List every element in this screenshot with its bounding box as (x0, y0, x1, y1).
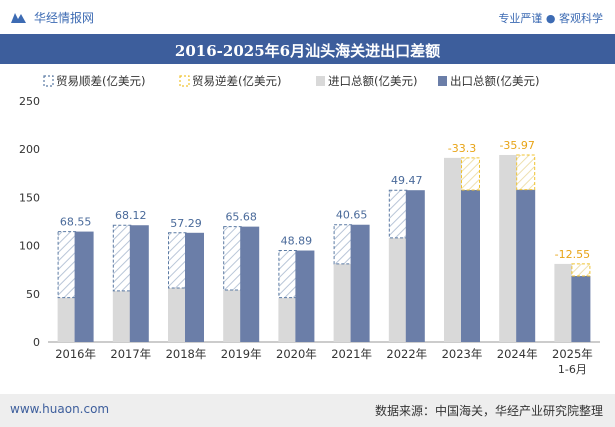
chart-title: 2016-2025年6月汕头海关进出口差额 (174, 42, 441, 60)
export-bar (129, 225, 149, 342)
x-tick-sublabel: 1-6月 (558, 363, 587, 376)
x-tick-label: 2018年 (166, 347, 207, 361)
import-bar (278, 297, 298, 342)
import-bar (388, 237, 408, 342)
chart: 贸易顺差(亿美元) 贸易逆差(亿美元) 进口总额(亿美元) 出口总额(亿美元) 0 50… (19, 74, 600, 376)
y-tick-label: 0 (33, 336, 40, 349)
footer-website: www.huaon.com (10, 402, 110, 416)
export-bar (185, 232, 204, 342)
import-bar (112, 290, 132, 342)
tagline: 专业严谨 ● 客观科学 (498, 12, 603, 25)
surplus-bar (168, 232, 187, 289)
balance-label: 68.55 (60, 216, 92, 229)
balance-label: 65.68 (225, 211, 257, 224)
import-bar (57, 297, 77, 342)
balance-label: 68.12 (115, 209, 147, 222)
import-bar (554, 263, 574, 342)
balance-label: -12.55 (555, 248, 590, 261)
export-bar (295, 250, 315, 342)
x-axis: 2016年 2017年 2018年 2019年 2020年 2021年 2022年 2023年… (55, 347, 593, 376)
export-bar (350, 224, 370, 342)
balance-label: 49.47 (391, 174, 423, 187)
export-bar (74, 231, 94, 342)
legend-label: 进口总额(亿美元) (328, 74, 417, 88)
legend-swatch (43, 75, 54, 87)
surplus-bar (112, 224, 132, 292)
legend-swatch (179, 75, 190, 87)
surplus-bar (278, 250, 298, 299)
y-tick-label: 100 (19, 240, 40, 253)
import-bar (333, 263, 353, 342)
bars (57, 154, 591, 342)
export-bar (571, 276, 591, 342)
footer-source: 数据来源：中国海关，华经产业研究院整理 (374, 404, 603, 418)
data-labels: 68.55 68.12 57.29 65.68 48.89 40.65 49.47 -33.3… (60, 139, 590, 261)
y-tick-label: 200 (19, 143, 40, 156)
y-tick-label: 50 (26, 288, 40, 301)
balance-label: 57.29 (170, 217, 202, 230)
brand: 华经情报网 (10, 9, 94, 26)
import-bar (444, 157, 463, 342)
export-bar (461, 189, 480, 342)
brand-name: 华经情报网 (34, 11, 95, 25)
title-bar: 2016-2025年6月汕头海关进出口差额 (0, 34, 615, 64)
x-tick-label: 2019年 (221, 347, 262, 361)
surplus-bar (388, 189, 408, 239)
top-bar: 华经情报网 专业严谨 ● 客观科学 (0, 0, 615, 34)
x-tick-label: 2016年 (55, 347, 96, 361)
x-tick-label: 2017年 (110, 347, 151, 361)
export-bar (516, 189, 536, 342)
export-bar (240, 226, 260, 342)
footer: www.huaon.com 数据来源：中国海关，华经产业研究院整理 (0, 394, 615, 427)
balance-label: 48.89 (281, 235, 313, 248)
deficit-bar (571, 263, 591, 277)
x-tick-label: 2023年 (442, 347, 483, 361)
import-bar (168, 288, 187, 342)
legend-swatch (438, 76, 447, 86)
legend-label: 贸易顺差(亿美元) (56, 74, 145, 88)
balance-label: -35.97 (499, 139, 534, 152)
import-bar (223, 289, 243, 342)
export-bar (405, 190, 425, 342)
brand-logo-icon (11, 12, 26, 23)
x-tick-label: 2022年 (386, 347, 427, 361)
x-tick-label: 2024年 (497, 347, 538, 361)
surplus-bar (57, 231, 77, 299)
legend: 贸易顺差(亿美元) 贸易逆差(亿美元) 进口总额(亿美元) 出口总额(亿美元) (43, 74, 539, 88)
x-tick-label: 2021年 (331, 347, 372, 361)
x-tick-label: 2025年 (552, 347, 593, 361)
deficit-bar (516, 154, 536, 191)
import-bar (499, 154, 519, 342)
balance-label: 40.65 (336, 209, 368, 222)
y-tick-label: 150 (19, 191, 40, 204)
legend-swatch (316, 76, 325, 86)
x-tick-label: 2020年 (276, 347, 317, 361)
surplus-bar (223, 226, 243, 291)
legend-label: 贸易逆差(亿美元) (192, 74, 281, 88)
balance-label: -33.3 (448, 142, 476, 155)
deficit-bar (461, 157, 480, 191)
surplus-bar (333, 224, 353, 265)
y-tick-label: 250 (19, 95, 40, 108)
legend-label: 出口总额(亿美元) (450, 74, 539, 88)
